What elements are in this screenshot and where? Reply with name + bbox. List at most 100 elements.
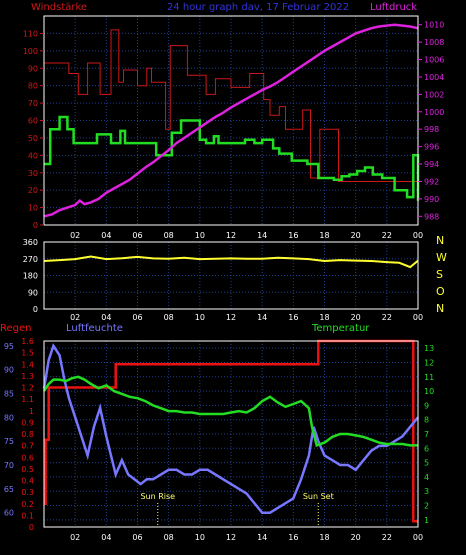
wind-axis-tick: 90 xyxy=(28,64,38,73)
x-tick-label: 16 xyxy=(288,231,298,240)
panel-frame-climate xyxy=(43,340,419,528)
rain-axis-tick: 1.3 xyxy=(21,372,34,381)
rain-axis-tick: 0.1 xyxy=(21,511,34,520)
rain-axis-tick: 0.7 xyxy=(21,442,34,451)
direction-axis-tick: 180 xyxy=(23,272,38,281)
series-avg xyxy=(44,115,420,201)
sunset-label: Sun Set xyxy=(303,492,334,501)
compass-label: O xyxy=(436,285,445,298)
wind-axis-tick: 80 xyxy=(28,82,38,91)
rain-axis-tick: 1.4 xyxy=(21,360,34,369)
compass-label: N xyxy=(436,234,444,247)
x-tick-label: 10 xyxy=(195,313,205,322)
temperature-axis-tick: 11 xyxy=(424,373,434,382)
temperature-axis-tick: 10 xyxy=(424,387,434,396)
series-temperature xyxy=(42,375,418,448)
temperature-axis-tick: 7 xyxy=(424,430,429,439)
pressure-axis-tick: 1006 xyxy=(424,56,444,65)
rain-label: Regen xyxy=(0,323,32,334)
rain-axis-tick: 0.2 xyxy=(21,500,34,509)
wind-axis-tick: 70 xyxy=(28,99,38,108)
wind-title: Windstärke xyxy=(31,2,87,13)
x-tick-label: 08 xyxy=(164,313,174,322)
x-tick-label: 10 xyxy=(195,231,205,240)
temperature-label: Temperatur xyxy=(311,323,370,334)
x-tick-label: 22 xyxy=(382,231,392,240)
x-tick-label: 04 xyxy=(101,231,111,240)
wind-axis-tick: 50 xyxy=(28,134,38,143)
wind-axis-tick: 20 xyxy=(28,186,38,195)
x-tick-label: 20 xyxy=(351,231,361,240)
rain-axis-tick: 1.1 xyxy=(21,395,34,404)
x-tick-label: 00 xyxy=(413,313,423,322)
x-tick-label: 10 xyxy=(195,533,205,542)
x-tick-label: 14 xyxy=(257,231,267,240)
rain-axis-tick: 0.4 xyxy=(21,477,34,486)
pressure-axis-tick: 992 xyxy=(424,177,439,186)
temperature-axis-tick: 4 xyxy=(424,473,429,482)
wind-axis-tick: 30 xyxy=(28,169,38,178)
rain-axis-tick: 0.3 xyxy=(21,488,34,497)
ticks-layer: 0102030405060708090100110988990992994996… xyxy=(4,21,447,542)
wind-axis-tick: 60 xyxy=(28,117,38,126)
pressure-axis-tick: 998 xyxy=(424,125,439,134)
temperature-axis-tick: 3 xyxy=(424,487,429,496)
humidity-axis-tick: 70 xyxy=(4,461,14,470)
sunrise-label: Sun Rise xyxy=(140,492,175,501)
panel-frame-direction xyxy=(43,241,419,310)
x-tick-label: 04 xyxy=(101,313,111,322)
pressure-axis-tick: 996 xyxy=(424,143,439,152)
x-tick-label: 02 xyxy=(70,313,80,322)
x-tick-label: 12 xyxy=(226,533,236,542)
x-tick-label: 00 xyxy=(413,533,423,542)
x-tick-label: 16 xyxy=(288,313,298,322)
temperature-axis-tick: 2 xyxy=(424,502,429,511)
temperature-axis-tick: 6 xyxy=(424,444,429,453)
x-tick-label: 12 xyxy=(226,313,236,322)
humidity-axis-tick: 60 xyxy=(4,509,14,518)
graph-title: 24 hour graph dav, 17 Februar 2022 xyxy=(167,2,349,13)
direction-axis-tick: 90 xyxy=(28,288,38,297)
temperature-axis-tick: 13 xyxy=(424,344,434,353)
x-tick-label: 00 xyxy=(413,231,423,240)
compass-label: S xyxy=(436,268,443,281)
x-tick-label: 18 xyxy=(319,231,329,240)
series-humidity xyxy=(42,342,419,514)
wind-axis-tick: 10 xyxy=(28,204,38,213)
pressure-axis-tick: 1002 xyxy=(424,90,444,99)
x-tick-label: 06 xyxy=(132,231,142,240)
rain-axis-tick: 1.5 xyxy=(21,349,34,358)
direction-axis-tick: 0 xyxy=(33,305,38,314)
humidity-axis-tick: 65 xyxy=(4,485,14,494)
series-gust xyxy=(44,29,418,182)
x-tick-label: 18 xyxy=(319,313,329,322)
rain-axis-tick: 0.8 xyxy=(21,430,34,439)
pressure-title: Luftdruck xyxy=(370,2,417,13)
x-tick-label: 16 xyxy=(288,533,298,542)
humidity-axis-tick: 80 xyxy=(4,413,14,422)
temperature-axis-tick: 1 xyxy=(424,516,429,525)
wind-axis-tick: 100 xyxy=(23,47,38,56)
rain-axis-tick: 1 xyxy=(29,407,34,416)
x-tick-label: 08 xyxy=(164,231,174,240)
direction-axis-tick: 270 xyxy=(23,255,38,264)
x-tick-label: 06 xyxy=(132,533,142,542)
compass-label: N xyxy=(436,302,444,315)
rain-axis-tick: 0.9 xyxy=(21,418,34,427)
direction-axis-tick: 360 xyxy=(23,238,38,247)
x-tick-label: 12 xyxy=(226,231,236,240)
temperature-axis-tick: 5 xyxy=(424,459,429,468)
rain-axis-tick: 0.6 xyxy=(21,453,34,462)
temperature-axis-tick: 8 xyxy=(424,416,429,425)
x-tick-label: 22 xyxy=(382,313,392,322)
pressure-axis-tick: 994 xyxy=(424,160,439,169)
humidity-axis-tick: 90 xyxy=(4,366,14,375)
x-tick-label: 02 xyxy=(70,231,80,240)
humidity-axis-tick: 85 xyxy=(4,389,14,398)
x-tick-label: 04 xyxy=(101,533,111,542)
x-tick-label: 08 xyxy=(164,533,174,542)
pressure-axis-tick: 1010 xyxy=(424,21,444,30)
humidity-axis-tick: 95 xyxy=(4,342,14,351)
pressure-axis-tick: 1000 xyxy=(424,108,444,117)
